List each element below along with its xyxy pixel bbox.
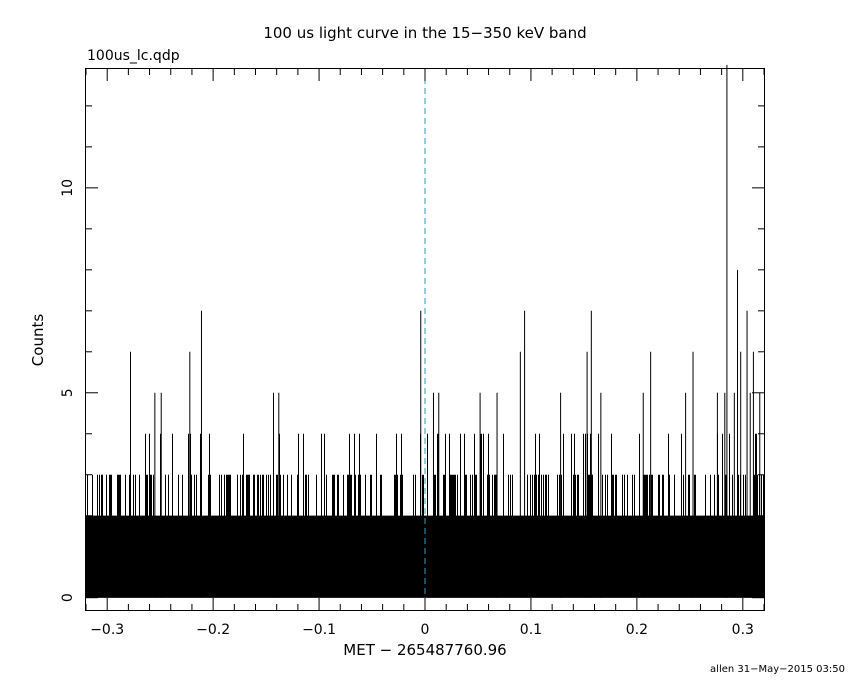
y-axis-label: Counts [29,314,47,367]
x-tick-label: −0.3 [90,622,124,638]
chart-subtitle: 100us_lc.qdp [87,48,180,64]
x-tick-label: 0.3 [732,622,754,638]
y-tick-label: 0 [60,593,76,602]
x-tick-label: 0 [421,622,430,638]
x-tick-label: 0.2 [626,622,648,638]
y-tick-label: 10 [60,179,76,197]
x-axis: −0.3 −0.2 −0.1 0 0.1 0.2 0.3 [85,69,765,638]
chart-title: 100 us light curve in the 15−350 keV ban… [263,24,586,42]
x-tick-label: −0.1 [302,622,336,638]
x-tick-label: 0.1 [520,622,542,638]
x-axis-label: MET − 265487760.96 [343,641,506,659]
plot-frame [85,68,765,611]
footer-stamp: allen 31−May−2015 03:50 [710,664,845,675]
y-axis: 0 5 10 [60,105,764,602]
x-tick-label: −0.2 [196,622,230,638]
y-tick-label: 5 [60,388,76,397]
